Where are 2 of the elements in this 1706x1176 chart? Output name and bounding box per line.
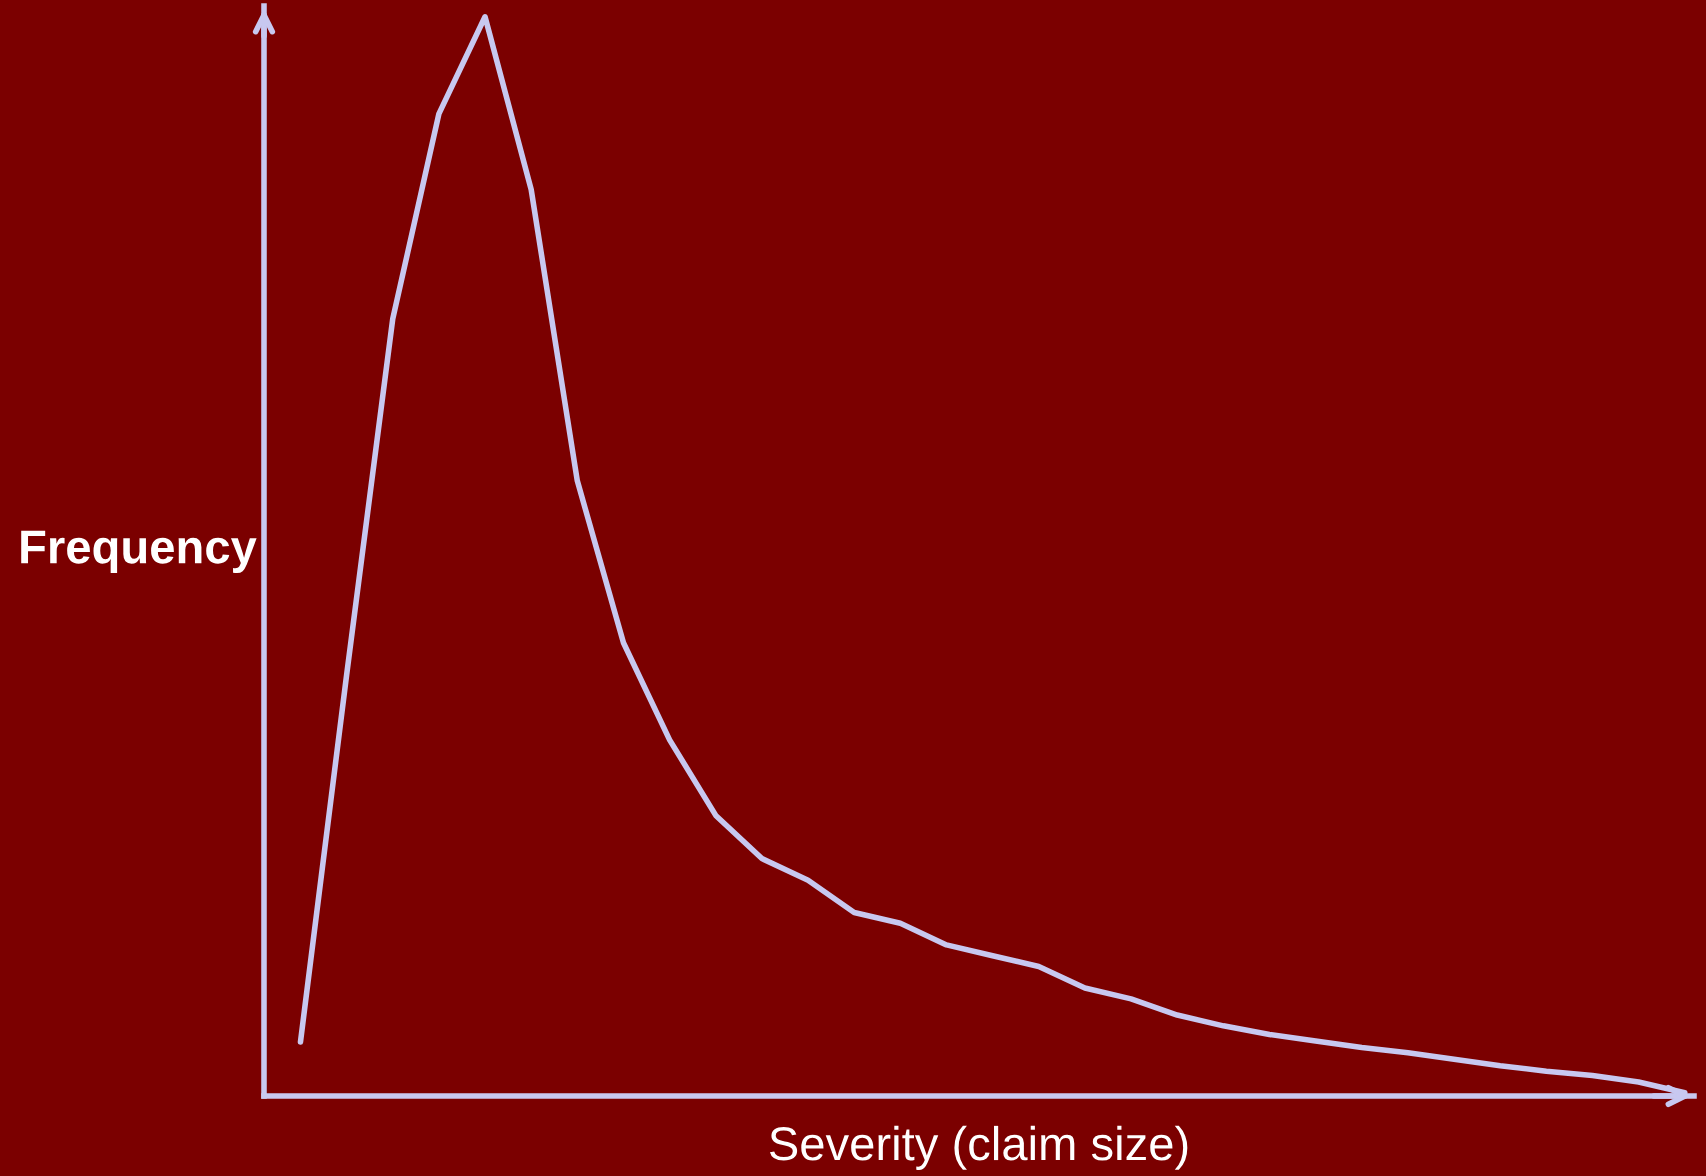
x-axis-title: Severity (claim size) — [769, 1125, 1188, 1170]
y-axis-title: Frequency — [21, 530, 257, 574]
